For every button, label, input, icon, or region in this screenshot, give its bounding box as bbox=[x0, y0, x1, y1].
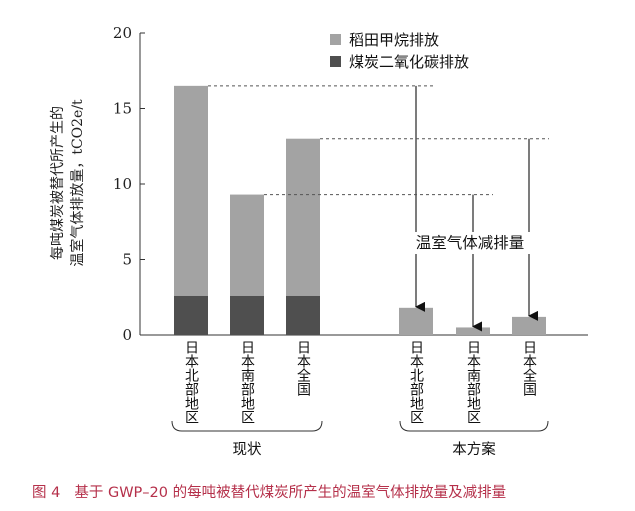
x-tick-label: 日本南部地区 bbox=[465, 340, 481, 424]
y-tick-label: 0 bbox=[122, 326, 132, 344]
group-label: 现状 bbox=[233, 441, 262, 458]
bar-segment-coal-co2 bbox=[174, 295, 208, 335]
bar-segment-rice-methane bbox=[512, 316, 546, 335]
bar-segment-coal-co2 bbox=[230, 295, 264, 335]
x-tick-label: 日本北部地区 bbox=[408, 340, 424, 424]
y-axis-title: 每吨煤炭被替代所产生的 温室气体排放量，tCO2e/t bbox=[50, 99, 86, 267]
figure-number: 图 4 bbox=[32, 485, 61, 501]
figure-caption: 图 4 基于 GWP–20 的每吨被替代煤炭所产生的温室气体排放量及减排量 bbox=[32, 481, 632, 502]
y-tick-label: 20 bbox=[113, 24, 132, 42]
legend-label: 煤炭二氧化碳排放 bbox=[349, 53, 469, 71]
legend-swatch bbox=[330, 34, 341, 45]
stacked-bar-chart: 每吨煤炭被替代所产生的 温室气体排放量，tCO2e/t 0 5 10 15 20 温室气体… bbox=[50, 24, 588, 458]
figure-caption-text: 基于 GWP–20 的每吨被替代煤炭所产生的温室气体排放量及减排量 bbox=[74, 485, 507, 501]
bar-segment-rice-methane bbox=[399, 307, 433, 335]
bar-segment-rice-methane bbox=[174, 85, 208, 296]
y-tick-label: 5 bbox=[122, 251, 132, 269]
annotation-background bbox=[406, 232, 534, 254]
group-bracket bbox=[399, 420, 549, 432]
bar-segment-coal-co2 bbox=[286, 295, 320, 335]
legend-swatch bbox=[330, 56, 341, 67]
y-tick-label: 15 bbox=[113, 100, 132, 118]
x-tick-label: 日本全国 bbox=[521, 340, 537, 396]
group-bracket bbox=[171, 420, 323, 432]
bar-segment-rice-methane bbox=[230, 194, 264, 296]
bar-segment-rice-methane bbox=[286, 138, 320, 296]
legend-label: 稻田甲烷排放 bbox=[349, 31, 439, 49]
reduction-annotation: 温室气体减排量 bbox=[416, 234, 525, 252]
y-axis-title-line2: 温室气体排放量，tCO2e/t bbox=[69, 99, 86, 267]
x-tick-label: 日本全国 bbox=[295, 340, 311, 396]
y-axis-title-line1: 每吨煤炭被替代所产生的 bbox=[50, 106, 66, 260]
group-label: 本方案 bbox=[452, 440, 496, 458]
bar-segment-rice-methane bbox=[456, 327, 490, 335]
y-tick-label: 10 bbox=[113, 175, 132, 193]
x-tick-label: 日本南部地区 bbox=[239, 340, 255, 424]
x-tick-label: 日本北部地区 bbox=[183, 340, 199, 424]
